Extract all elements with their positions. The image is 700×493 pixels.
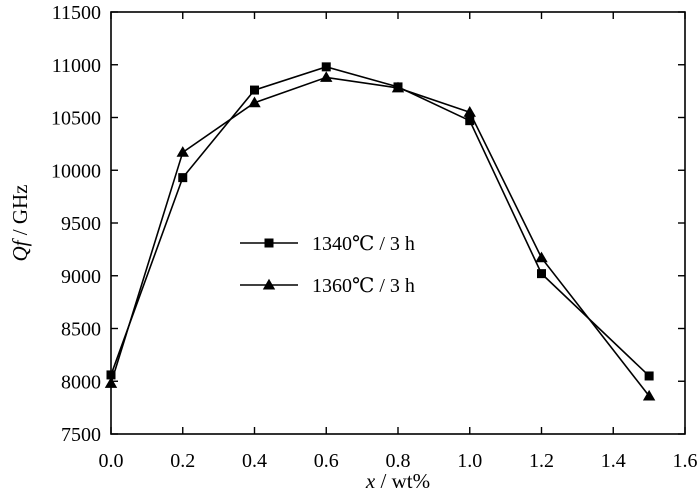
data-point-square: [644, 371, 654, 381]
data-point-triangle: [248, 96, 261, 108]
legend-entry: 1340℃ / 3 h: [240, 233, 415, 255]
x-tick-label: 1.2: [529, 450, 554, 472]
series-layer: [104, 62, 656, 401]
y-tick-label: 8500: [61, 319, 101, 341]
data-point-triangle: [262, 278, 276, 290]
x-tick-label: 0.6: [314, 450, 339, 472]
y-tick-label: 7500: [61, 424, 101, 446]
data-point-square: [264, 238, 274, 248]
data-point-triangle: [391, 81, 405, 93]
legend-label: 1340℃ / 3 h: [312, 233, 415, 255]
series-line: [110, 66, 650, 377]
y-tick-label: 9000: [61, 266, 101, 288]
data-point-triangle: [535, 251, 548, 263]
series-line: [110, 76, 650, 397]
data-point-square: [250, 85, 259, 95]
data-point-square: [321, 62, 331, 72]
y-tick-label: 11500: [52, 2, 101, 24]
y-axis-label: Qf / GHz: [8, 185, 32, 262]
x-tick-label: 0.0: [99, 450, 124, 472]
series-triangle: [104, 71, 656, 401]
data-point-triangle: [104, 377, 118, 388]
axis-ticks: [110, 11, 686, 435]
data-point-square: [537, 269, 546, 279]
y-tick-label: 11000: [52, 55, 101, 77]
x-tick-label: 1.4: [601, 450, 626, 472]
data-point-square: [178, 173, 188, 183]
y-tick-label: 8000: [61, 371, 101, 393]
y-tick-label: 10000: [51, 160, 101, 182]
data-point-triangle: [176, 146, 189, 157]
data-point-square: [465, 116, 475, 126]
y-tick-labels: 7500 8000 8500 9000 9500 10000 10500 11000 11500: [51, 2, 101, 446]
data-point-triangle: [320, 71, 333, 82]
x-tick-label: 0.2: [170, 450, 195, 472]
data-point-triangle: [463, 106, 476, 117]
x-tick-label: 0.8: [386, 450, 411, 472]
x-tick-label: 1.0: [457, 450, 482, 472]
y-tick-label: 9500: [61, 213, 101, 235]
y-tick-label: 10500: [51, 108, 101, 130]
x-tick-labels: 0.0 0.2 0.4 0.6 0.8 1.0 1.2 1.4 1.6: [99, 450, 698, 472]
x-tick-label: 1.6: [673, 450, 698, 472]
plot-frame: [110, 11, 686, 435]
legend-entry: 1360℃ / 3 h: [240, 275, 415, 297]
x-axis-label: x / wt%: [365, 469, 430, 493]
series-square: [106, 62, 654, 381]
data-point-triangle: [642, 389, 656, 401]
x-tick-label: 0.4: [242, 450, 267, 472]
legend: 1340℃ / 3 h 1360℃ / 3 h: [240, 233, 415, 297]
legend-label: 1360℃ / 3 h: [312, 275, 415, 297]
data-point-square: [106, 370, 116, 380]
